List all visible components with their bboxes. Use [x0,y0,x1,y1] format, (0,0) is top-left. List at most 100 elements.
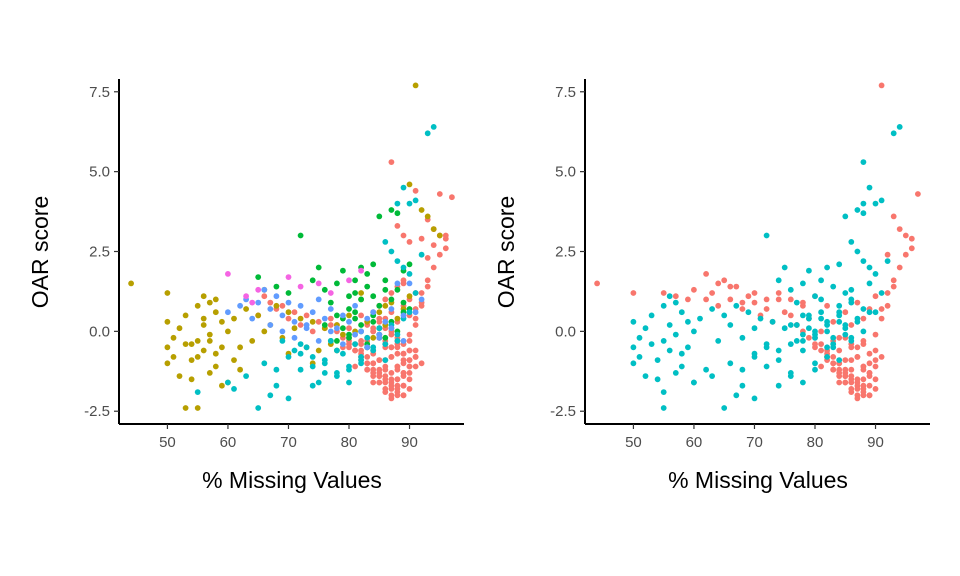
left-point-s4-20 [352,302,358,309]
right-point-s1-19 [672,370,679,376]
right-point-s1-46 [800,331,806,338]
right-point-s1-116 [836,357,843,363]
right-point-s1-49 [818,296,824,303]
left-point-s4-31 [418,296,425,303]
left-point-s3-50 [382,357,389,363]
left-point-s2-36 [358,322,364,328]
left-point-s3-7 [273,382,280,389]
right-point-s1-21 [678,350,685,357]
right-point-s1-111 [775,357,782,363]
left-point-s5-7 [327,290,334,296]
right-point-s0-45 [848,366,855,373]
right-point-s0-82 [860,341,867,347]
left-point-s0-15 [406,376,413,383]
left-point-s0-86 [364,366,371,373]
left-point-s1-53 [376,309,383,316]
right-point-s1-6 [642,373,649,379]
right-point-s1-115 [824,344,830,351]
right-point-s0-69 [866,360,873,367]
right-point-s1-96 [787,286,794,293]
left-point-s3-16 [327,338,334,344]
left-point-s1-70 [237,344,244,351]
left-point-s0-67 [424,277,431,284]
right-point-s0-26 [824,302,830,309]
left-point-s0-179 [412,363,419,370]
left-point-s0-42 [315,318,322,325]
right-point-s0-40 [908,235,915,242]
right-point-s0-132 [739,299,746,306]
right-point-s1-102 [824,264,830,271]
left-point-s2-1 [273,283,280,290]
left-point-s0-155 [412,187,419,194]
right-point-s1-17 [672,299,679,306]
right-point-s1-117 [848,338,855,344]
right-point-s1-87 [806,325,812,332]
right-point-s1-56 [860,306,867,312]
right-point-s0-32 [860,315,867,322]
right-point-s1-39 [763,232,770,239]
left-point-s2-12 [352,277,358,284]
right-point-s0-70 [872,347,879,354]
left-point-s0-69 [436,251,443,258]
right-point-s1-11 [660,302,667,309]
left-point-s0-47 [285,315,292,322]
right-point-s1-68 [854,248,861,255]
left-point-s1-4 [164,360,171,367]
right-point-s0-29 [842,309,849,316]
left-point-s1-26 [219,344,225,351]
right-point-s0-36 [884,251,891,258]
right-point-s1-59 [878,290,885,296]
left-point-s1-62 [430,226,437,233]
left-point-s1-59 [412,82,419,89]
right-point-s1-13 [660,405,667,411]
right-point-s0-84 [872,357,879,363]
left-point-s2-7 [327,299,334,306]
left-point-s2-17 [364,271,371,277]
right-point-s0-125 [860,376,867,383]
left-y-tick-label-1: 0.0 [89,323,110,340]
right-point-s1-83 [866,309,873,316]
left-point-s0-58 [412,322,419,328]
right-y-ticks: -2.5 0.0 2.5 5.0 7.5 [550,84,585,420]
left-point-s0-137 [412,354,419,360]
left-point-s2-29 [400,299,407,306]
left-point-s3-32 [424,130,431,137]
left-point-s3-47 [346,379,352,386]
left-point-s4-26 [388,306,395,312]
left-point-s4-41 [376,334,383,341]
left-point-s5-3 [255,286,262,293]
left-point-s3-29 [406,309,413,316]
right-point-s0-4 [685,296,691,303]
left-point-s3-38 [382,239,389,245]
right-point-s0-91 [872,386,879,392]
left-point-s2-21 [376,213,383,220]
right-point-s0-116 [806,334,812,341]
left-point-s0-149 [406,370,413,376]
left-point-s4-9 [285,299,292,306]
right-point-s0-122 [842,373,849,379]
right-point-s1-93 [842,331,849,338]
right-point-s0-83 [866,350,873,357]
left-point-s5-0 [225,271,231,277]
left-point-s0-154 [406,239,413,245]
left-point-s0-44 [303,312,310,319]
right-point-s1-35 [739,334,746,341]
left-point-s3-52 [273,366,280,373]
left-point-s2-2 [285,290,292,296]
right-point-s1-105 [842,213,849,220]
right-point-s0-106 [818,341,824,347]
left-point-s4-37 [327,328,334,335]
right-point-s1-51 [830,334,837,341]
left-point-s0-165 [382,296,389,303]
right-point-s1-72 [800,338,806,344]
left-point-s0-87 [370,373,377,379]
left-point-s4-4 [255,299,262,306]
right-point-s1-84 [787,322,794,328]
left-points [128,82,455,411]
right-point-s1-18 [672,331,679,338]
right-point-s1-76 [824,322,830,328]
left-point-s1-1 [164,290,171,296]
right-point-s0-50 [818,363,824,370]
left-point-s3-49 [370,344,377,351]
left-point-s0-116 [382,379,389,386]
